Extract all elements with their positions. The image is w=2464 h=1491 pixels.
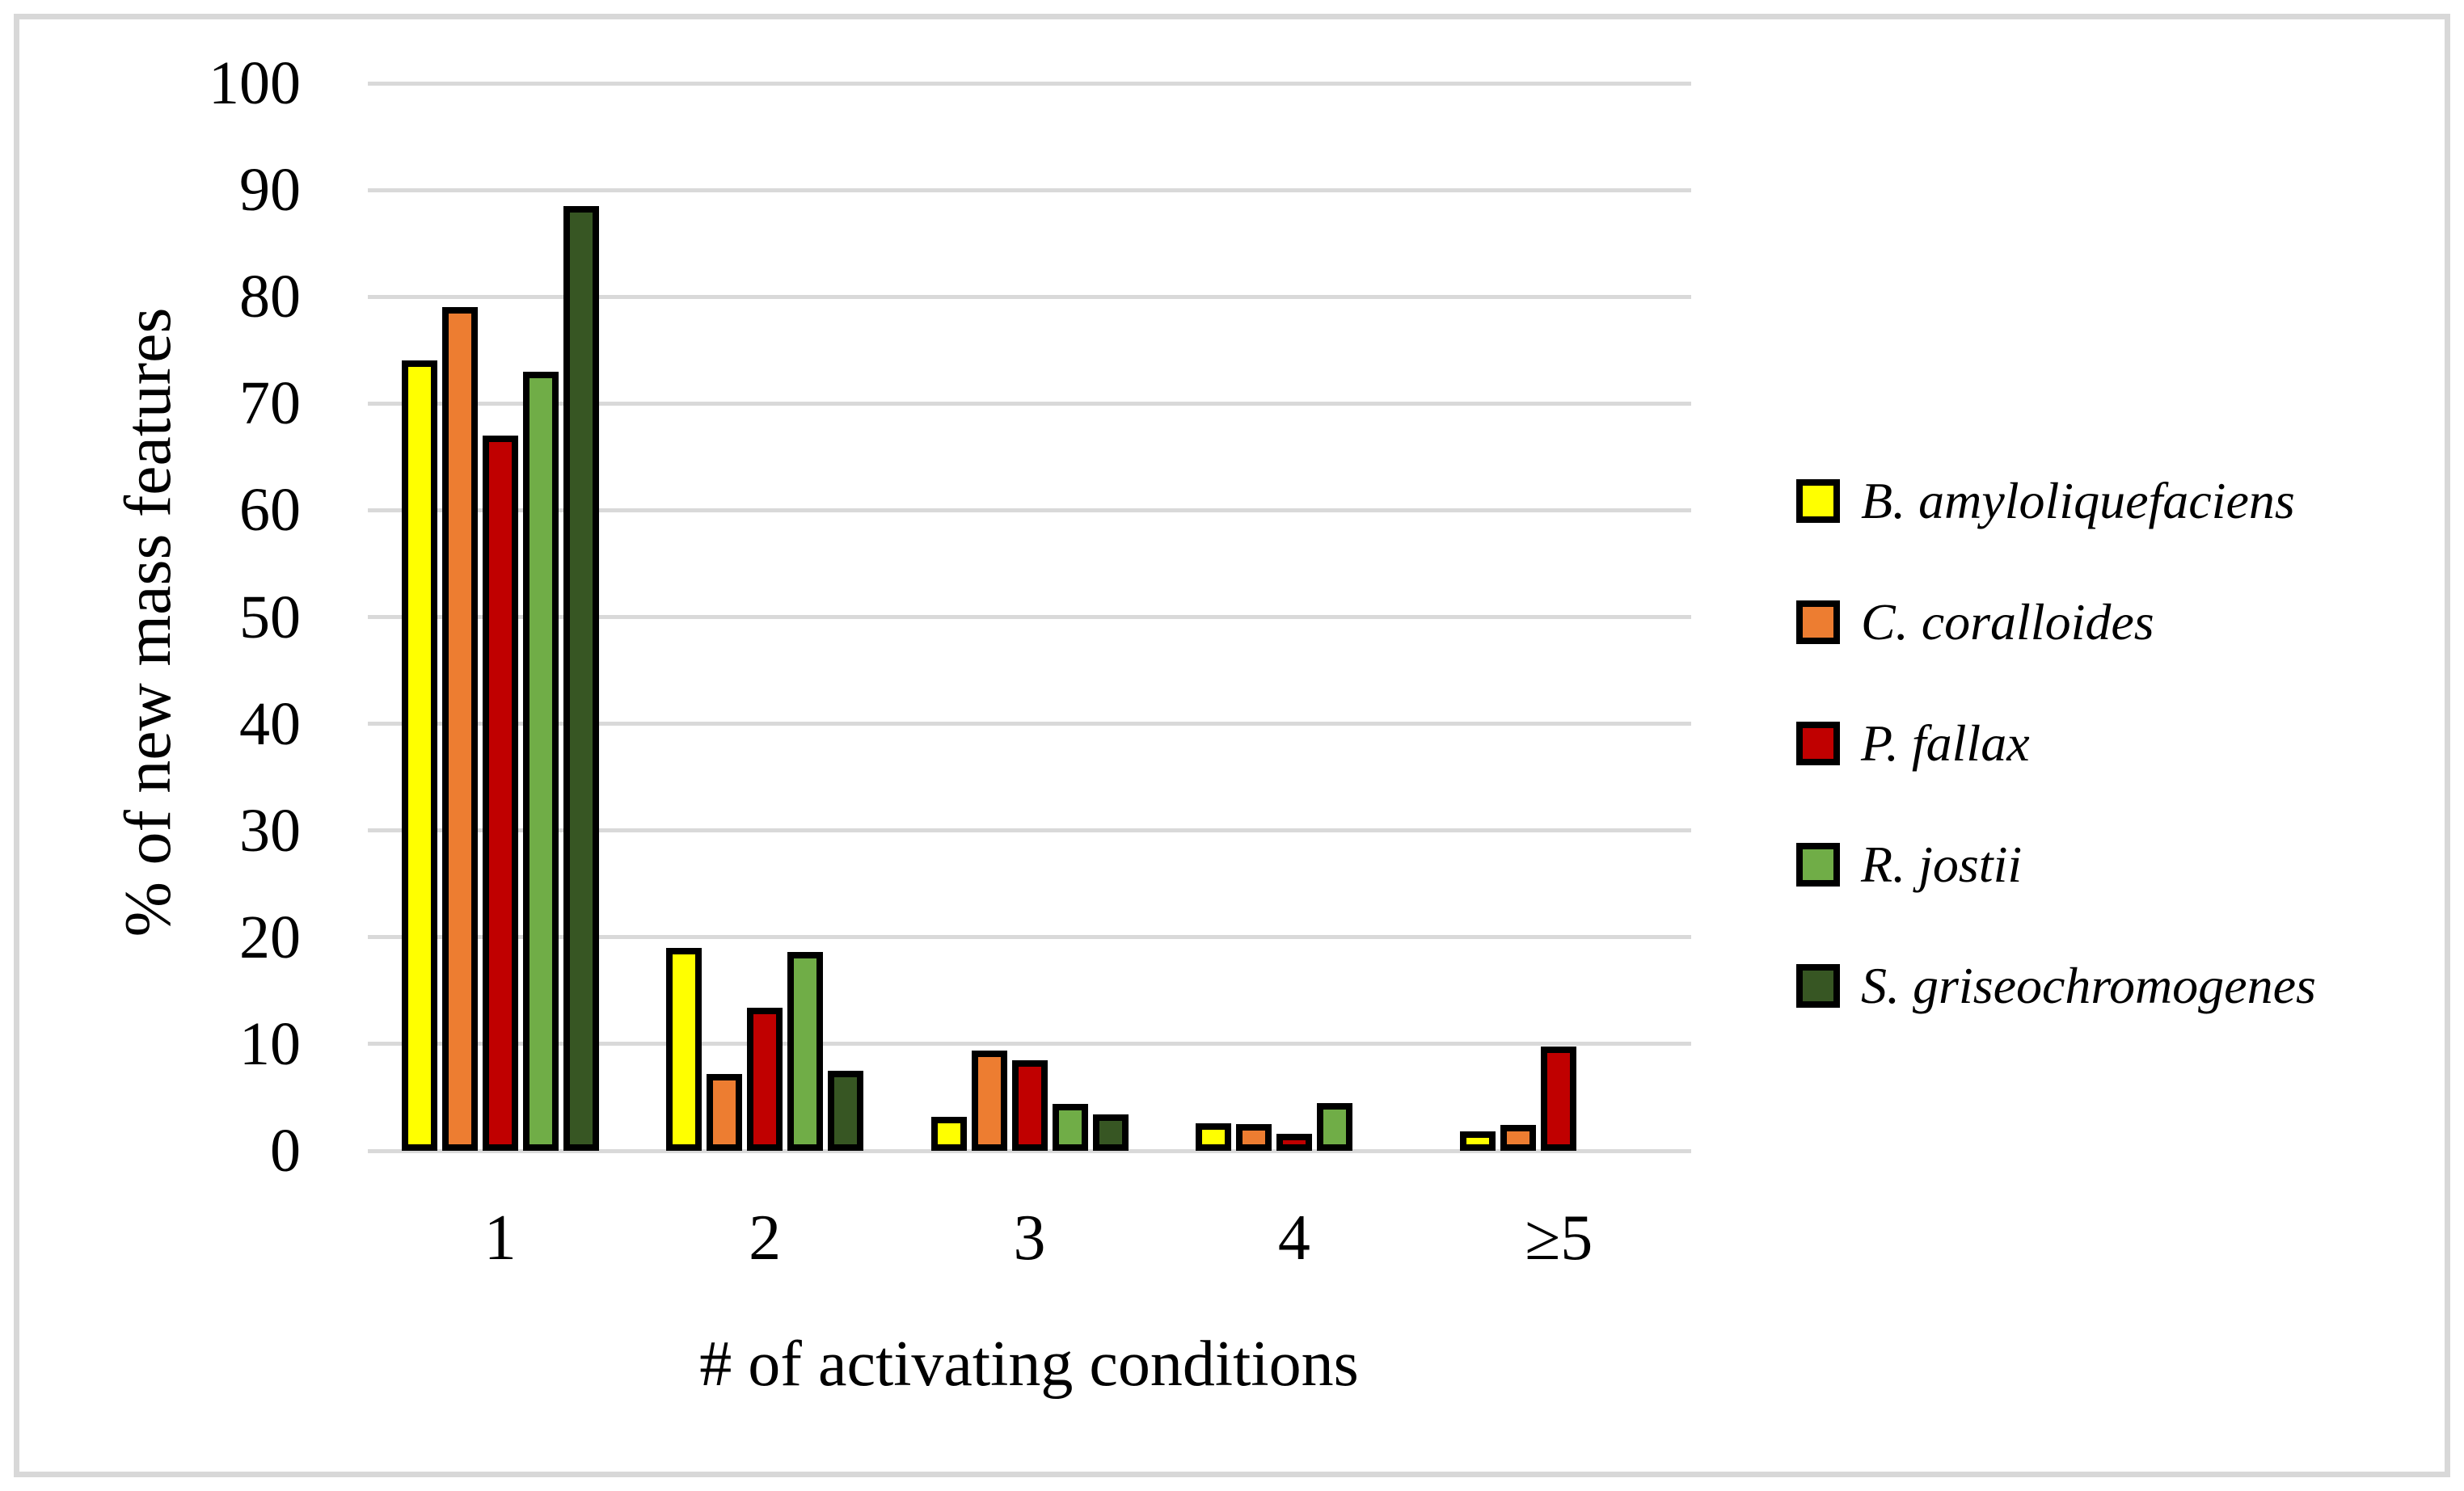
bar-series1-cat4: [1235, 1124, 1272, 1151]
bar-group-3: [930, 1051, 1129, 1151]
gridline-70: [368, 401, 1691, 406]
bar-series0-cat1: [401, 360, 437, 1151]
gridline-20: [368, 935, 1691, 940]
y-tick-label-60: 60: [239, 476, 301, 545]
y-tick-label-50: 50: [239, 583, 301, 651]
bar-series4-cat3: [1092, 1114, 1129, 1151]
legend-swatch-1: [1796, 600, 1840, 644]
bar-series3-cat2: [787, 952, 824, 1151]
bar-series1-cat2: [707, 1074, 743, 1151]
gridline-10: [368, 1042, 1691, 1047]
gridline-40: [368, 722, 1691, 727]
bar-group-2: [666, 948, 864, 1151]
bar-series0-cat3: [930, 1117, 967, 1151]
bar-series4-cat1: [563, 206, 599, 1151]
legend-item-2: P. fallax: [1796, 718, 2030, 769]
y-tick-label-90: 90: [239, 156, 301, 225]
bar-group-≥5: [1460, 1047, 1657, 1151]
legend-swatch-4: [1796, 964, 1840, 1008]
bar-series1-cat5: [1500, 1125, 1537, 1151]
x-tick-label-5: ≥5: [1525, 1202, 1593, 1274]
legend-label-1: C. coralloides: [1861, 593, 2154, 651]
bar-series3-cat3: [1052, 1104, 1088, 1151]
x-tick-label-4: 4: [1277, 1202, 1310, 1274]
y-tick-label-20: 20: [239, 903, 301, 971]
x-tick-label-3: 3: [1013, 1202, 1046, 1274]
legend-label-3: R. jostii: [1861, 836, 2023, 893]
legend-item-0: B. amyloliquefaciens: [1796, 475, 2295, 527]
plot-area: [368, 81, 1691, 1153]
y-tick-label-70: 70: [239, 369, 301, 438]
y-tick-label-0: 0: [270, 1117, 301, 1185]
bar-series3-cat1: [522, 372, 559, 1151]
y-axis-title: % of new mass features: [111, 307, 184, 937]
gridline-100: [368, 81, 1691, 86]
x-axis-title: # of activating conditions: [699, 1329, 1359, 1400]
gridline-90: [368, 187, 1691, 192]
bar-group-1: [401, 206, 599, 1151]
bar-series1-cat3: [971, 1051, 1007, 1151]
gridline-0: [368, 1148, 1691, 1153]
y-tick-label-100: 100: [209, 49, 301, 117]
x-tick-label-1: 1: [483, 1202, 517, 1274]
legend-swatch-0: [1796, 479, 1840, 523]
legend-item-1: C. coralloides: [1796, 596, 2154, 648]
bar-group-4: [1195, 1103, 1393, 1151]
y-tick-label-10: 10: [239, 1009, 301, 1078]
legend-item-4: S. griseochromogenes: [1796, 960, 2316, 1012]
bar-series2-cat2: [747, 1008, 783, 1151]
bar-series0-cat5: [1460, 1131, 1496, 1151]
y-tick-label-30: 30: [239, 796, 301, 865]
gridline-60: [368, 508, 1691, 512]
gridline-80: [368, 294, 1691, 299]
bar-series2-cat5: [1541, 1047, 1577, 1151]
legend-label-0: B. amyloliquefaciens: [1861, 472, 2295, 529]
legend-label-2: P. fallax: [1861, 714, 2030, 772]
bar-series2-cat4: [1276, 1134, 1312, 1151]
bar-series3-cat4: [1316, 1103, 1352, 1151]
bar-series1-cat1: [441, 307, 478, 1151]
legend-item-3: R. jostii: [1796, 839, 2022, 891]
gridline-50: [368, 615, 1691, 619]
y-tick-label-40: 40: [239, 689, 301, 758]
bar-series0-cat2: [666, 948, 702, 1151]
gridline-30: [368, 828, 1691, 833]
legend-swatch-3: [1796, 843, 1840, 887]
bar-series4-cat2: [828, 1071, 864, 1151]
bar-series0-cat4: [1195, 1123, 1231, 1151]
bar-series2-cat3: [1011, 1060, 1048, 1151]
y-tick-label-80: 80: [239, 263, 301, 331]
legend-label-4: S. griseochromogenes: [1861, 957, 2316, 1014]
legend-swatch-2: [1796, 722, 1840, 765]
bar-series2-cat1: [482, 436, 518, 1151]
x-tick-label-2: 2: [749, 1202, 782, 1274]
